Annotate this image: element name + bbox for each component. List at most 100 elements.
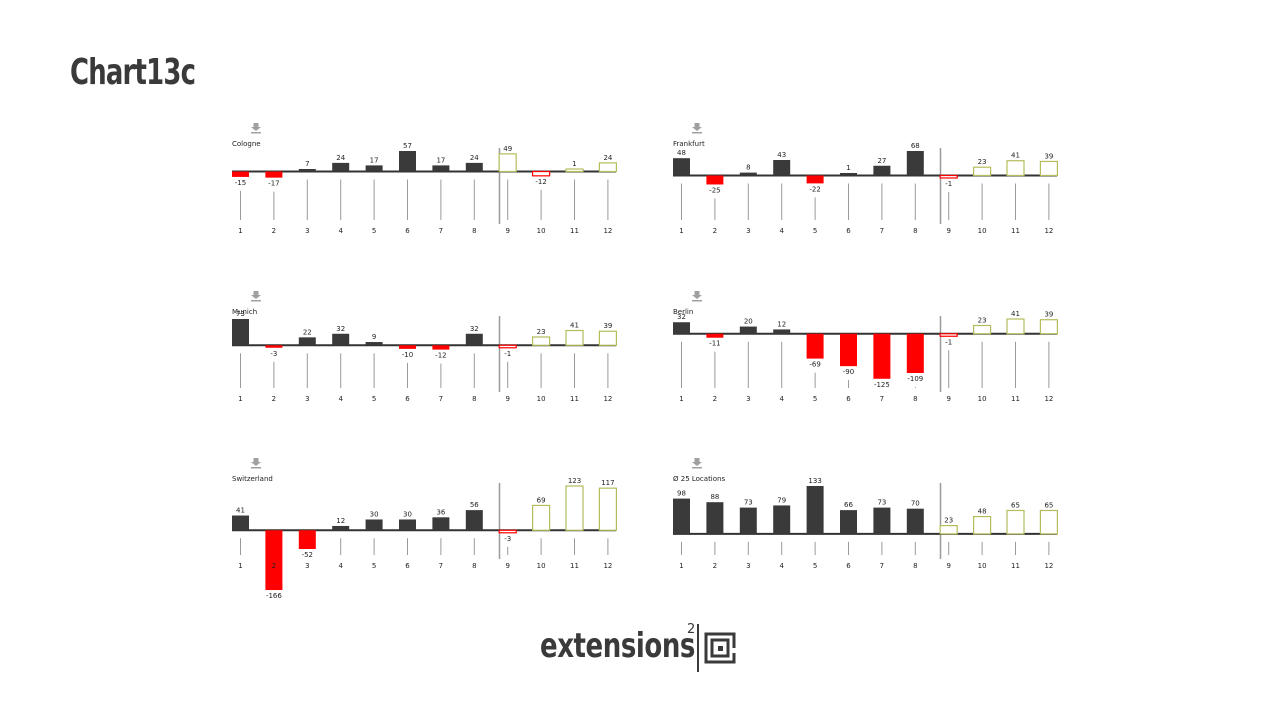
data-label: 9 xyxy=(372,333,376,341)
bar xyxy=(598,330,617,346)
tick-label: 8 xyxy=(913,227,917,235)
bar xyxy=(298,530,316,549)
chart-title: Switzerland xyxy=(232,475,273,483)
tick-label: 12 xyxy=(1044,562,1053,570)
tick-label: 2 xyxy=(272,562,276,570)
bar xyxy=(265,530,283,591)
tick-label: 4 xyxy=(779,395,784,403)
chart-title: Ø 25 Locations xyxy=(673,475,726,483)
tick-label: 4 xyxy=(779,562,784,570)
data-label: 48 xyxy=(677,149,686,157)
logo-divider xyxy=(697,624,699,672)
bar xyxy=(706,333,724,338)
data-label: 36 xyxy=(436,508,445,516)
bar xyxy=(598,487,617,531)
tick-label: 2 xyxy=(272,395,276,403)
tick-label: 6 xyxy=(405,227,410,235)
tick-label: 4 xyxy=(779,227,784,235)
bar xyxy=(565,485,584,531)
bar xyxy=(706,502,724,534)
bar xyxy=(806,175,824,184)
tick-label: 5 xyxy=(813,395,817,403)
data-label: 41 xyxy=(1011,310,1020,318)
data-label: 1 xyxy=(572,160,576,168)
data-label: 23 xyxy=(978,316,987,324)
bar xyxy=(298,169,316,172)
tick-label: 12 xyxy=(603,227,612,235)
download-icon[interactable] xyxy=(250,122,262,134)
data-label: 41 xyxy=(236,507,245,515)
bar xyxy=(673,158,690,176)
chart-panel: Switzerland 41 1 -166 2 -52 3 12 4 30 5 30 6 36 7 56 8 -3… xyxy=(232,455,632,600)
tick-label: 4 xyxy=(338,227,343,235)
chart-svg: 41 1 -166 2 -52 3 12 4 30 5 30 6 36 7 56 8 -3 9 69 10 123 11 1… xyxy=(232,477,617,600)
data-label: 123 xyxy=(568,477,581,485)
tick-label: 5 xyxy=(372,562,376,570)
data-label: 22 xyxy=(303,328,312,336)
data-label: 39 xyxy=(1044,311,1053,319)
tick-label: 12 xyxy=(1044,395,1053,403)
chart-panel: Ø 25 Locations 98 1 88 2 73 3 79 4 133 5 66 6 73 7 70 8 2… xyxy=(673,455,1073,585)
tick-label: 6 xyxy=(846,562,851,570)
tick-label: 6 xyxy=(846,395,851,403)
tick-label: 6 xyxy=(405,562,410,570)
download-icon[interactable] xyxy=(691,122,703,134)
logo-text: extensions xyxy=(540,626,695,666)
tick-label: 11 xyxy=(570,227,579,235)
tick-label: 1 xyxy=(238,227,242,235)
data-label: -109 xyxy=(907,375,923,383)
tick-label: 8 xyxy=(913,562,917,570)
bar xyxy=(598,162,617,173)
bar xyxy=(232,515,249,531)
data-label: -166 xyxy=(266,592,282,600)
tick-label: 3 xyxy=(305,227,309,235)
bar xyxy=(906,333,924,373)
data-label: -3 xyxy=(504,535,511,543)
tick-label: 10 xyxy=(537,395,546,403)
tick-label: 12 xyxy=(603,562,612,570)
bar xyxy=(939,524,958,535)
data-label: 117 xyxy=(601,479,614,487)
bar xyxy=(498,153,517,173)
tick-label: 7 xyxy=(439,562,443,570)
bar xyxy=(565,168,584,173)
data-label: 30 xyxy=(370,510,379,518)
data-label: 12 xyxy=(777,320,786,328)
tick-label: 1 xyxy=(679,562,683,570)
bar xyxy=(973,166,992,177)
bar xyxy=(906,151,924,176)
chart-panel: Frankfurt 48 1 -25 2 8 3 43 4 -22 5 1 6 27 7 68 8 -1 9 23 10… xyxy=(673,120,1073,250)
download-icon[interactable] xyxy=(691,457,703,469)
extensions-logo: extensions 2 xyxy=(540,622,740,674)
download-icon[interactable] xyxy=(250,457,262,469)
tick-label: 6 xyxy=(405,395,410,403)
chart-title: Berlin xyxy=(673,308,694,316)
data-label: 12 xyxy=(336,517,345,525)
download-icon[interactable] xyxy=(691,290,703,302)
data-label: -15 xyxy=(235,179,246,187)
tick-label: 3 xyxy=(746,227,750,235)
tick-label: 3 xyxy=(746,395,750,403)
bar xyxy=(1039,160,1058,177)
bar xyxy=(773,329,791,334)
tick-label: 1 xyxy=(679,227,683,235)
logo-superscript: 2 xyxy=(687,622,696,637)
data-label: 49 xyxy=(503,145,512,153)
tick-label: 9 xyxy=(505,395,509,403)
data-label: 73 xyxy=(236,310,245,318)
data-label: -1 xyxy=(945,338,952,346)
chart-panel: Berlin 32 1 -11 2 20 3 12 4 -69 5 -90 6 -125 7 -109 8 -1 9… xyxy=(673,288,1073,418)
tick-label: 9 xyxy=(946,395,950,403)
bar xyxy=(332,162,350,172)
data-label: -10 xyxy=(402,351,413,359)
data-label: 56 xyxy=(470,501,479,509)
bar xyxy=(673,322,690,334)
tick-label: 1 xyxy=(238,395,242,403)
bar xyxy=(706,175,724,185)
bar xyxy=(232,171,249,177)
download-icon[interactable] xyxy=(250,290,262,302)
tick-label: 2 xyxy=(272,227,276,235)
bar xyxy=(465,333,483,346)
tick-label: 5 xyxy=(813,227,817,235)
